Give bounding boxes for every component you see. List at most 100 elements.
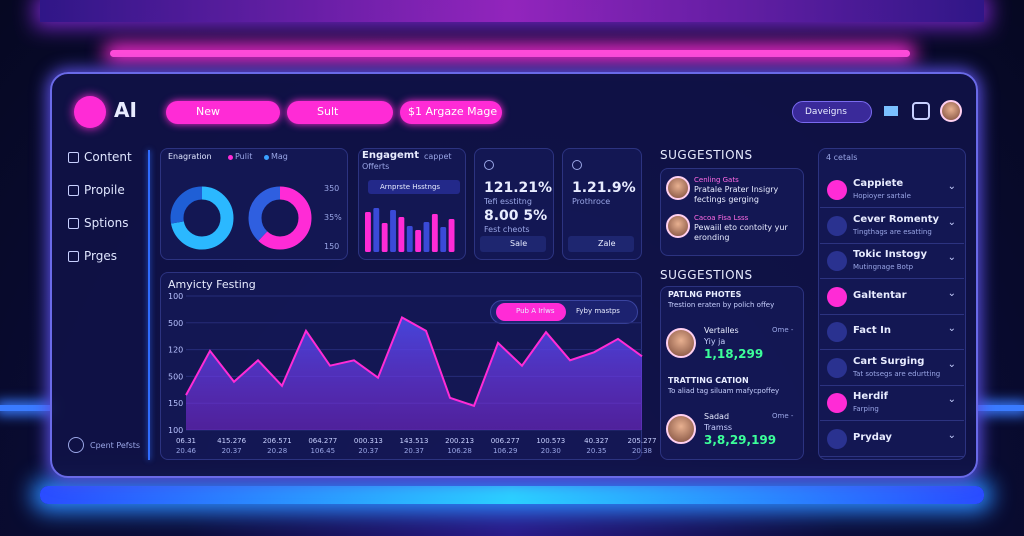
logo: AI <box>114 98 137 122</box>
x-axis-label: 205.277 <box>628 437 657 445</box>
top-button[interactable]: New <box>166 101 280 124</box>
sidebar-item[interactable]: Propile <box>84 183 125 197</box>
y-axis-label: 120 <box>168 346 183 355</box>
sidebar-item[interactable]: Prges <box>84 249 117 263</box>
sidebar-icon[interactable] <box>68 251 79 262</box>
legend-label: Pulit <box>235 152 253 161</box>
legend-swatch <box>228 155 233 160</box>
donut-label: 150 <box>324 242 340 251</box>
stat-caption: Prothroce <box>572 197 611 206</box>
list-header: 4 cetals <box>826 153 858 162</box>
stat-value: 8.00 5% <box>484 208 548 224</box>
item-label: Cart Surging <box>853 355 925 367</box>
card-title: Enagration <box>168 152 212 161</box>
x-axis-label: 40.327 <box>584 437 609 445</box>
back-icon[interactable] <box>68 437 84 453</box>
list-item[interactable]: Pryday ⌄ <box>820 421 964 457</box>
suggestion-text: Pewaiil eto contoity yur eronding <box>694 223 788 242</box>
chevron: ⌄ <box>947 287 956 299</box>
item-sub: Mutingnage Botp <box>853 263 914 271</box>
section-title: SUGGESTIONS <box>660 148 753 162</box>
bar <box>431 214 438 252</box>
item-icon <box>827 393 847 413</box>
bar <box>373 208 380 252</box>
item-icon <box>827 180 847 200</box>
bird-icon[interactable] <box>882 102 900 120</box>
x-axis-label: 000.313 <box>354 437 383 445</box>
top-button[interactable]: Sult <box>287 101 393 124</box>
stat-button[interactable]: Zale <box>568 236 634 252</box>
toggle-option[interactable]: Pub A Irlws <box>496 303 566 321</box>
x-axis-label: 20.46 <box>176 447 197 455</box>
avatar <box>666 176 690 200</box>
sidebar-icon[interactable] <box>68 152 79 163</box>
avatar <box>666 214 690 238</box>
ceiling-light <box>40 0 984 22</box>
y-axis-label: 150 <box>168 399 183 408</box>
user-avatar[interactable] <box>940 100 962 122</box>
x-axis-label: 006.277 <box>491 437 520 445</box>
item-label: Pryday <box>853 431 892 443</box>
donut-segment <box>248 186 312 250</box>
person-role: Yiy ja <box>704 337 726 346</box>
list-item[interactable]: Cever Romenty Tingthags are esatting ⌄ <box>820 208 964 244</box>
x-axis-label: 06.31 <box>176 437 196 445</box>
sidebar-icon[interactable] <box>68 218 79 229</box>
sidebar-icon[interactable] <box>68 185 79 196</box>
item-icon <box>827 428 847 449</box>
list-item[interactable]: Cart Surging Tat sotsegs are edurtting ⌄ <box>820 350 964 386</box>
list-item[interactable]: Tokic Instogy Mutingnage Botp ⌄ <box>820 243 964 279</box>
stat-icon <box>572 160 582 170</box>
suggestion-title: Cenling Gats <box>694 176 739 184</box>
chevron: ⌄ <box>947 429 956 441</box>
logo-icon <box>74 96 106 128</box>
x-axis-label: 20.37 <box>222 447 242 455</box>
stat-caption: Fest cheots <box>484 225 530 234</box>
person-amount: 3,8,29,199 <box>704 433 777 447</box>
bar <box>423 222 430 252</box>
stat-button[interactable]: Sale <box>480 236 546 252</box>
item-sub: Tat sotsegs are edurtting <box>853 369 941 378</box>
list-item[interactable]: Galtentar ⌄ <box>820 279 964 315</box>
sidebar-footer[interactable]: Cpent Pefsts <box>90 441 141 450</box>
card-tag: cappet <box>424 152 452 161</box>
item-label: Galtentar <box>853 289 907 301</box>
x-axis-label: 106.29 <box>493 447 518 455</box>
bar <box>398 217 405 252</box>
stat-caption: Tefi esstitng <box>484 197 532 206</box>
item-label: Herdif <box>853 391 889 402</box>
x-axis-label: 106.45 <box>311 447 336 455</box>
x-axis-label: 20.37 <box>358 447 378 455</box>
card-title: Engagemt <box>362 150 419 161</box>
chevron: ⌄ <box>947 216 956 228</box>
top-right-button[interactable]: Daveigns <box>792 101 872 123</box>
bar <box>390 210 396 252</box>
list-item[interactable]: Cappiete Hopioyer sartale ⌄ <box>820 172 964 208</box>
sidebar-item[interactable]: Content <box>84 150 132 164</box>
sidebar-item[interactable]: Sptions <box>84 216 129 230</box>
share-icon[interactable] <box>912 102 930 120</box>
top-button[interactable]: $1 Argaze Mage <box>400 101 502 124</box>
section-heading: TRATTING CATION <box>668 376 749 385</box>
section-text: Trestion eraten by polich offey <box>668 301 775 309</box>
neon-side <box>978 405 1024 411</box>
list-item[interactable]: Fact In ⌄ <box>820 314 964 350</box>
person-name: Sadad <box>704 412 730 421</box>
person-meta: Ome - <box>772 412 794 420</box>
legend-swatch <box>264 155 269 160</box>
donut-segment <box>170 186 234 250</box>
y-axis-label: 500 <box>168 319 183 328</box>
stat-value: 1.21.9% <box>572 180 636 196</box>
section-heading: PATLNG PHOTES <box>668 290 742 299</box>
toggle-option[interactable]: Fyby mastps <box>576 307 620 315</box>
x-axis-label: 064.277 <box>308 437 337 445</box>
bar <box>415 230 422 252</box>
avatar <box>666 328 696 358</box>
bar <box>440 227 447 252</box>
list-item[interactable]: Herdif Farping ⌄ <box>820 385 964 421</box>
donut-label: 35% <box>324 213 342 222</box>
person-name: Vertalles <box>704 326 739 335</box>
stat-value: 121.21% <box>484 180 553 196</box>
